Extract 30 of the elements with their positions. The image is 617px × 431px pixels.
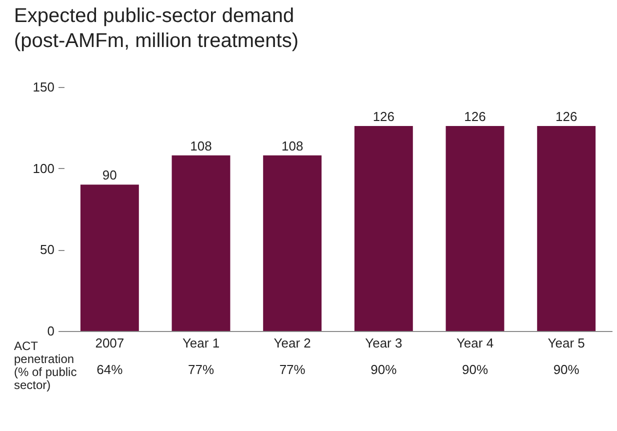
y-tick-label: 100 [32, 160, 54, 176]
y-tick-label: 150 [32, 80, 54, 94]
bar [537, 126, 596, 331]
bar [354, 126, 413, 331]
data-label: 126 [555, 109, 578, 124]
bar [263, 155, 322, 331]
text: 90% [553, 362, 580, 377]
text: ACT penetration (% of public sector) [14, 339, 77, 392]
data-label: 126 [372, 109, 395, 124]
data-label: 126 [464, 109, 486, 124]
text: 77% [188, 362, 214, 377]
x-tick-label: Year 2 [274, 336, 311, 350]
x-tick-label: Year 5 [548, 336, 585, 350]
bar [172, 155, 230, 331]
data-label: 108 [190, 138, 212, 154]
x-tick-label: Year 3 [365, 336, 402, 350]
text: 64% [96, 362, 124, 377]
x-tick-label: Year 1 [182, 336, 220, 350]
y-tick-label: 50 [40, 242, 54, 258]
data-label: 90 [102, 168, 117, 183]
data-label: 108 [281, 138, 304, 154]
chart-title: Expected public-sector demand (post-AMFm, million treatments) [14, 5, 298, 52]
bar [80, 184, 139, 331]
x-tick-label: 2007 [95, 336, 124, 350]
x-tick-label: Year 4 [456, 336, 494, 350]
y-tick-label: 0 [47, 324, 54, 338]
text: 90% [462, 362, 488, 377]
text: 77% [279, 362, 306, 377]
bar [446, 126, 504, 331]
text: 90% [370, 362, 398, 377]
